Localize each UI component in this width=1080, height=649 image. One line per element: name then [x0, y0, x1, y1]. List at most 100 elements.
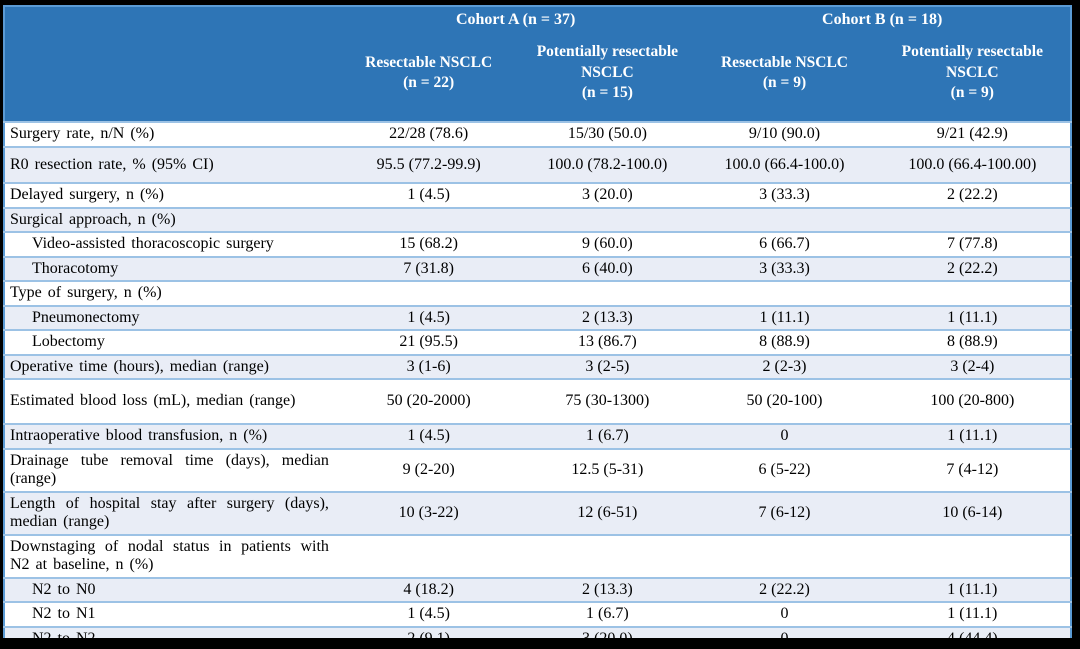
row-label: Downstaging of nodal status in patients …: [4, 533, 337, 578]
cell-value: 1 (11.1): [874, 304, 1071, 331]
cell-value: 2 (22.2): [694, 576, 875, 603]
table-row: Length of hospital stay after surgery (d…: [4, 490, 1071, 535]
cell-value: 1 (4.5): [336, 182, 521, 208]
cell-value: 10 (3-22): [336, 490, 521, 535]
cell-value: 7 (4-12): [874, 447, 1071, 492]
table-row: Thoracotomy 7 (31.8) 6 (40.0) 3 (33.3) 2 (22…: [4, 255, 1071, 282]
cell-value: 22/28 (78.6): [336, 121, 521, 147]
cell-value: [874, 280, 1071, 306]
table-row: Type of surgery, n (%): [4, 280, 1071, 306]
cohort-a-header: Cohort A (n = 37): [336, 6, 695, 35]
table-row: Delayed surgery, n (%) 1 (4.5) 3 (20.0) 3 (…: [4, 182, 1071, 208]
cell-value: 13 (86.7): [520, 329, 695, 355]
cell-value: 2 (13.3): [520, 576, 695, 603]
col-header-title: Resectable NSCLC: [365, 53, 493, 71]
cell-value: 12.5 (5-31): [520, 447, 695, 492]
cell-value: 12 (6-51): [520, 490, 695, 535]
cell-value: 0: [694, 423, 875, 449]
cohort-group-header-row: Cohort A (n = 37) Cohort B (n = 18): [4, 6, 1071, 35]
cell-value: [694, 533, 875, 578]
table-row: Pneumonectomy 1 (4.5) 2 (13.3) 1 (11.1) 1 (1…: [4, 304, 1071, 331]
table-row: N2 to N22 (9.1)3 (20.0)04 (44.4): [4, 625, 1071, 638]
table-row: Surgery rate, n/N (%) 22/28 (78.6) 15/30 (…: [4, 121, 1071, 147]
cell-value: 10 (6-14): [874, 490, 1071, 535]
table-body: Surgery rate, n/N (%) 22/28 (78.6) 15/30 (…: [4, 121, 1071, 638]
row-label: Thoracotomy: [4, 255, 337, 282]
cell-value: 0: [694, 601, 875, 627]
cell-value: 3 (33.3): [694, 255, 875, 282]
row-label: Type of surgery, n (%): [4, 280, 337, 306]
cell-value: 6 (40.0): [520, 255, 695, 282]
cell-value: 4 (18.2): [336, 576, 521, 603]
col-header-resectable-a: Resectable NSCLC (n = 22): [336, 35, 521, 122]
cell-value: 0: [694, 625, 875, 638]
cell-value: 7 (31.8): [336, 255, 521, 282]
table-header: Cohort A (n = 37) Cohort B (n = 18) Rese…: [4, 6, 1071, 122]
cell-value: 2 (13.3): [520, 304, 695, 331]
row-label: Delayed surgery, n (%): [4, 182, 337, 208]
cell-value: 9 (60.0): [520, 231, 695, 257]
cell-value: 100.0 (66.4-100.0): [694, 145, 875, 184]
row-label: Intraoperative blood transfusion, n (%): [4, 423, 337, 449]
col-header-title: Resectable NSCLC: [720, 53, 848, 71]
cell-value: 1 (11.1): [874, 423, 1071, 449]
cell-value: 2 (2-3): [694, 353, 875, 380]
cell-value: [336, 280, 521, 306]
row-label-blank-cell: [4, 35, 337, 122]
row-label: Operative time (hours), median (range): [4, 353, 337, 380]
cell-value: 100.0 (66.4-100.00): [874, 145, 1071, 184]
cell-value: 1 (4.5): [336, 423, 521, 449]
row-label: Lobectomy: [4, 329, 337, 355]
cell-value: 2 (9.1): [336, 625, 521, 638]
row-label: Drainage tube removal time (days), media…: [4, 447, 337, 492]
cell-value: 7 (77.8): [874, 231, 1071, 257]
table-row: Estimated blood loss (mL), median (range…: [4, 378, 1071, 425]
col-header-potentially-resectable-b: Potentially resectable NSCLC (n = 9): [874, 35, 1071, 122]
cell-value: 3 (1-6): [336, 353, 521, 380]
table-row: Operative time (hours), median (range) 3 …: [4, 353, 1071, 380]
subgroup-header-row: Resectable NSCLC (n = 22) Potentially res…: [4, 35, 1071, 122]
cell-value: 3 (33.3): [694, 182, 875, 208]
cell-value: 2 (22.2): [874, 255, 1071, 282]
cell-value: [874, 533, 1071, 578]
cell-value: [694, 280, 875, 306]
cell-value: [520, 280, 695, 306]
row-label: Video-assisted thoracoscopic surgery: [4, 231, 337, 257]
cell-value: 2 (22.2): [874, 182, 1071, 208]
row-label: N2 to N2: [4, 625, 337, 638]
row-label: Pneumonectomy: [4, 304, 337, 331]
col-header-n: (n = 9): [950, 84, 994, 102]
col-header-n: (n = 22): [403, 74, 455, 91]
cell-value: 1 (11.1): [694, 304, 875, 331]
cell-value: 15 (68.2): [336, 231, 521, 257]
cell-value: 9/21 (42.9): [874, 121, 1071, 147]
col-header-n: (n = 9): [762, 74, 807, 91]
cell-value: 6 (66.7): [694, 231, 875, 257]
cell-value: [694, 206, 875, 233]
cell-value: 3 (2-4): [874, 353, 1071, 380]
cell-value: 1 (6.7): [520, 423, 695, 449]
cell-value: 3 (20.0): [520, 182, 695, 208]
surgery-outcomes-table-container: Cohort A (n = 37) Cohort B (n = 18) Rese…: [3, 5, 1072, 638]
col-header-potentially-resectable-a: Potentially resectable NSCLC (n = 15): [520, 35, 695, 122]
cell-value: [520, 533, 695, 578]
row-label: N2 to N0: [4, 576, 337, 603]
cell-value: 8 (88.9): [694, 329, 875, 355]
table-row: N2 to N1 1 (4.5) 1 (6.7) 0 1 (11.1): [4, 601, 1071, 627]
cell-value: 1 (6.7): [520, 601, 695, 627]
cell-value: 1 (11.1): [874, 576, 1071, 603]
row-label: Surgery rate, n/N (%): [4, 121, 337, 147]
cell-value: 1 (4.5): [336, 601, 521, 627]
row-label: Length of hospital stay after surgery (d…: [4, 490, 337, 535]
col-header-title: Potentially resectable NSCLC: [536, 43, 679, 81]
cell-value: [336, 533, 521, 578]
cell-value: [874, 206, 1071, 233]
cell-value: 6 (5-22): [694, 447, 875, 492]
cell-value: 1 (4.5): [336, 304, 521, 331]
row-label: Surgical approach, n (%): [4, 206, 337, 233]
cell-value: 4 (44.4): [874, 625, 1071, 638]
corner-blank-cell: [4, 6, 337, 35]
cell-value: [520, 206, 695, 233]
table-row: Lobectomy 21 (95.5) 13 (86.7) 8 (88.9) 8 (88…: [4, 329, 1071, 355]
